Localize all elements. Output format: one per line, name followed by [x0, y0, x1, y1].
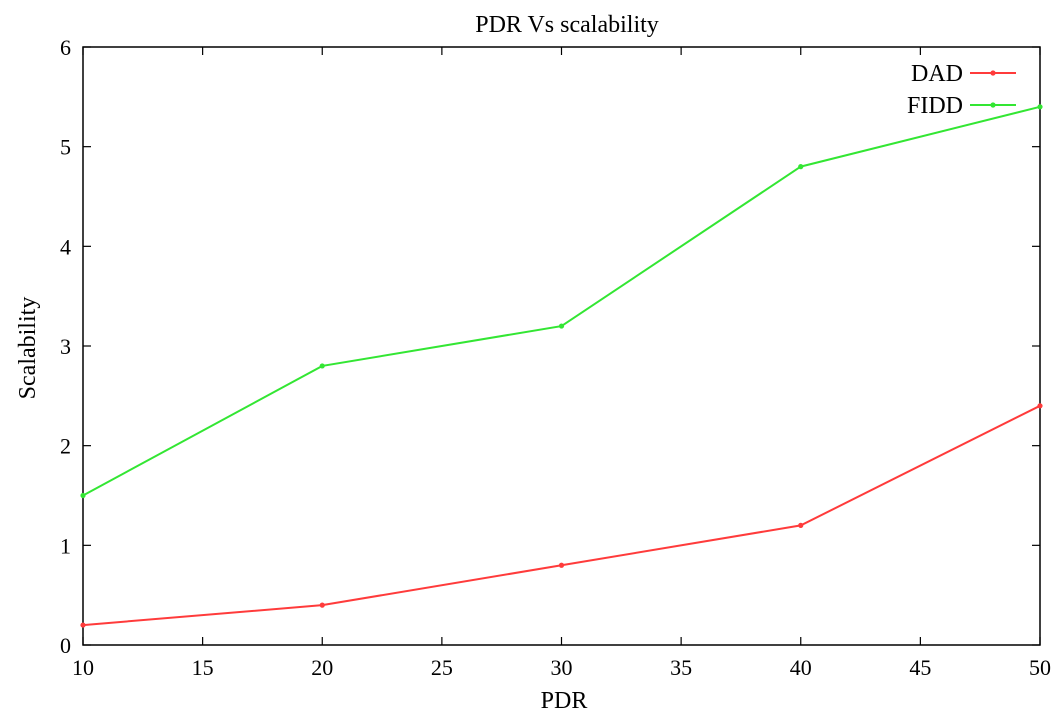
y-tick-label: 0	[60, 633, 71, 658]
chart-title: PDR Vs scalability	[475, 12, 659, 38]
x-tick-label: 20	[311, 655, 333, 680]
x-tick-label: 35	[670, 655, 692, 680]
y-tick-label: 4	[60, 234, 71, 259]
x-tick-label: 45	[909, 655, 931, 680]
data-point-dad	[80, 622, 86, 628]
x-tick-label: 50	[1029, 655, 1051, 680]
data-point-fidd	[798, 164, 804, 170]
legend-marker-dad	[990, 70, 996, 76]
x-tick-label: 40	[790, 655, 812, 680]
plot-area	[82, 46, 1041, 646]
data-point-dad	[1037, 403, 1043, 409]
data-point-dad	[798, 522, 804, 529]
x-tick-label: 25	[431, 655, 453, 680]
data-point-dad	[558, 562, 565, 568]
y-tick-label: 5	[60, 135, 71, 160]
data-point-fidd	[319, 363, 325, 369]
series-line-dad	[82, 404, 1041, 627]
x-axis: 10 15 20 25 30 35 40 45 50	[72, 47, 1051, 680]
y-tick-label: 2	[60, 434, 71, 459]
y-axis-label: Scalability	[15, 297, 41, 400]
y-tick-label: 3	[60, 334, 71, 359]
legend-label-fidd: FIDD	[907, 93, 963, 119]
y-tick-label: 1	[60, 533, 71, 558]
series-layer	[80, 104, 1043, 628]
data-point-fidd	[558, 323, 565, 329]
series-line-fidd	[82, 105, 1041, 497]
y-tick-label: 6	[60, 35, 71, 60]
x-tick-label: 10	[72, 655, 94, 680]
data-point-fidd	[1037, 104, 1043, 110]
y-axis: 0 1 2 3 4 5 6	[60, 35, 1040, 658]
data-point-fidd	[80, 492, 86, 499]
x-tick-label: 15	[192, 655, 214, 680]
legend: DAD FIDD	[907, 61, 1016, 119]
x-tick-label: 30	[551, 655, 573, 680]
plot-frame	[82, 46, 1041, 646]
x-axis-label: PDR	[541, 688, 588, 712]
legend-label-dad: DAD	[911, 61, 963, 87]
data-point-dad	[319, 602, 325, 608]
legend-marker-fidd	[990, 102, 996, 108]
